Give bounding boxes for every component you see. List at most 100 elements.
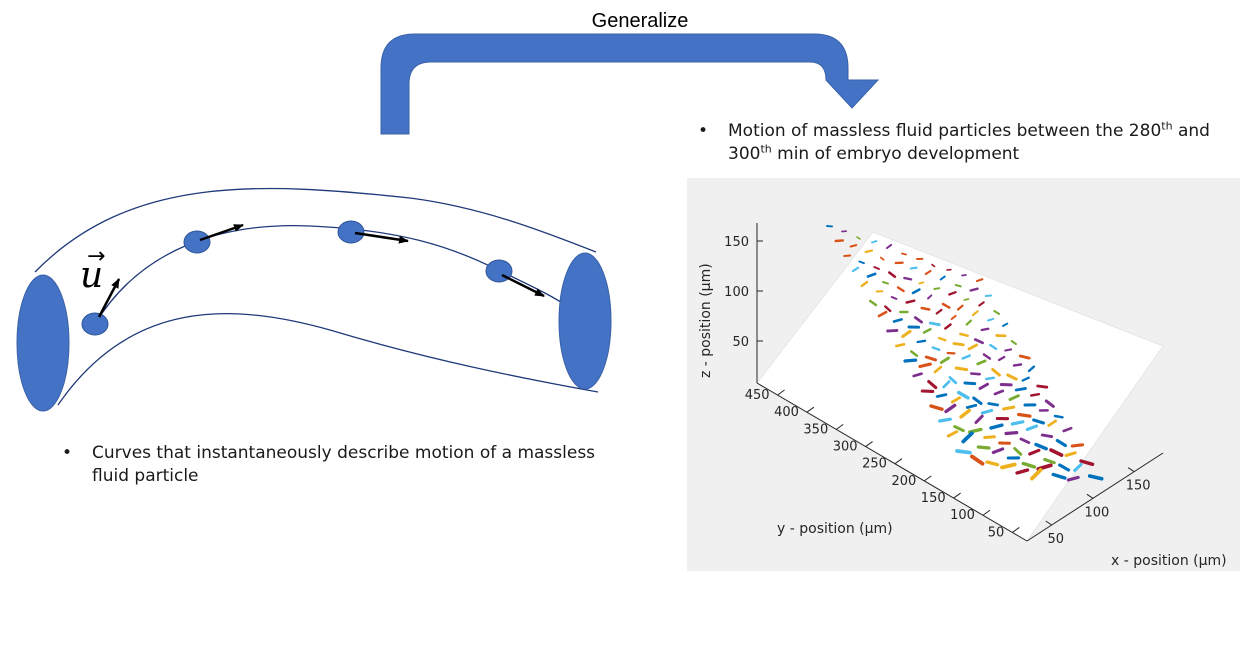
particle-segment (901, 329, 912, 338)
particle-segment (1073, 462, 1083, 472)
z-tick-label: 50 (732, 335, 749, 350)
particle-segment (946, 430, 959, 438)
particle-segment (961, 431, 974, 444)
particle-segment (928, 321, 941, 327)
velocity-vector-mark: → (87, 244, 106, 269)
particle-segment (1014, 387, 1027, 392)
particle-segment (954, 366, 969, 372)
x-axis-label: x - position (μm) (1111, 553, 1227, 569)
bullet-marker: • (698, 121, 709, 141)
y-tick-mark (953, 492, 961, 499)
y-tick-label: 350 (803, 422, 828, 437)
particle-segment (984, 294, 993, 297)
y-tick-mark (806, 406, 815, 413)
particle-segment (896, 286, 905, 293)
particle-segment (1019, 437, 1031, 445)
particle-segment (975, 278, 984, 283)
particle-segment (978, 382, 989, 390)
particle-segment (944, 323, 952, 330)
particle-segment (834, 239, 845, 243)
y-tick-mark (835, 423, 844, 430)
y-axis-label: y - position (μm) (777, 521, 893, 537)
particle-segment (1017, 412, 1032, 418)
particle-segment (866, 272, 877, 278)
bullet-marker: • (62, 443, 73, 463)
particle-segment (873, 266, 880, 270)
particle-segment (1062, 426, 1073, 433)
particle-segment (1002, 405, 1016, 411)
particle-segment (1015, 468, 1030, 475)
y-tick-mark (777, 389, 785, 396)
particle-segment (937, 336, 947, 342)
particle-segment (1008, 394, 1020, 401)
particle-segment (918, 362, 932, 369)
y-tick-label: 250 (862, 457, 887, 472)
particle-segment (948, 376, 958, 385)
particle-segment (957, 390, 970, 400)
particle-segment (965, 403, 978, 409)
z-tick-label: 150 (724, 235, 749, 250)
particle-segment (1018, 354, 1031, 360)
x-tick-mark (1045, 520, 1053, 526)
particle-segment (1030, 392, 1041, 397)
plot-3d-svg: 50 100 150 50 100 150 200 250 300 350 400 450 50 10… (698, 223, 1227, 569)
particle-segment (1058, 463, 1071, 472)
particle-segment (856, 236, 861, 240)
right-bullet-sup1: th (1161, 119, 1173, 133)
y-tick-label: 100 (950, 508, 975, 523)
x-axis-line (1026, 452, 1164, 542)
particle-segment (941, 302, 951, 309)
particle-segment (974, 414, 984, 424)
right-bullet-part3: min of embryo development (771, 144, 1020, 164)
particle-segment (1004, 348, 1013, 352)
particle-segment (956, 304, 964, 311)
particle-segment (877, 310, 888, 318)
y-tick-mark (1012, 527, 1020, 533)
particle-segment (895, 343, 906, 348)
particle-segment (989, 423, 1004, 430)
particle-segment (1066, 475, 1080, 482)
particle-trajectories (826, 225, 1104, 482)
particle-segment (969, 287, 979, 292)
particle-segment (927, 379, 938, 390)
x-tick-label: 50 (1047, 532, 1064, 547)
tube-inlet-ellipse (16, 274, 70, 412)
velocity-arrow (97, 278, 121, 318)
particle-segment (971, 310, 979, 317)
y-tick-label: 50 (988, 525, 1005, 540)
z-axis-label: z - position (μm) (698, 263, 714, 378)
particle-segment (1055, 438, 1067, 448)
particle-segment (982, 353, 992, 360)
right-bullet-sup2: th (760, 142, 772, 156)
velocity-arrow (199, 223, 244, 242)
particle-segment (1032, 418, 1045, 425)
y-axis-line (756, 382, 1028, 542)
particle-segment (985, 376, 996, 381)
particle-segment (886, 328, 899, 333)
particle-segment (959, 332, 969, 337)
particle-segment (922, 327, 932, 334)
particle-segment (935, 393, 948, 398)
particle-segment (1012, 363, 1023, 367)
particle-segment (939, 356, 951, 364)
left-bullet-text: Curves that instantaneously describe mot… (92, 443, 596, 486)
particle-segment (858, 260, 865, 265)
particle-segment (892, 318, 903, 323)
particle-segment (1064, 451, 1077, 457)
fluid-particle (81, 312, 109, 336)
particle-segment (931, 346, 941, 352)
generalize-label: Generalize (591, 10, 689, 32)
particle-segment (969, 372, 981, 376)
particle-segment (1043, 457, 1056, 465)
particle-segment (938, 417, 952, 423)
particle-segment (924, 355, 937, 362)
particle-segment (931, 263, 936, 268)
particle-segment (955, 449, 972, 455)
stream-tube (34, 187, 599, 406)
particle-segment (901, 252, 907, 256)
particle-segment (976, 445, 991, 450)
particle-segment (950, 314, 957, 320)
particle-segment (905, 299, 916, 304)
y-tick-label: 400 (774, 405, 799, 420)
particle-segment (1028, 448, 1041, 456)
